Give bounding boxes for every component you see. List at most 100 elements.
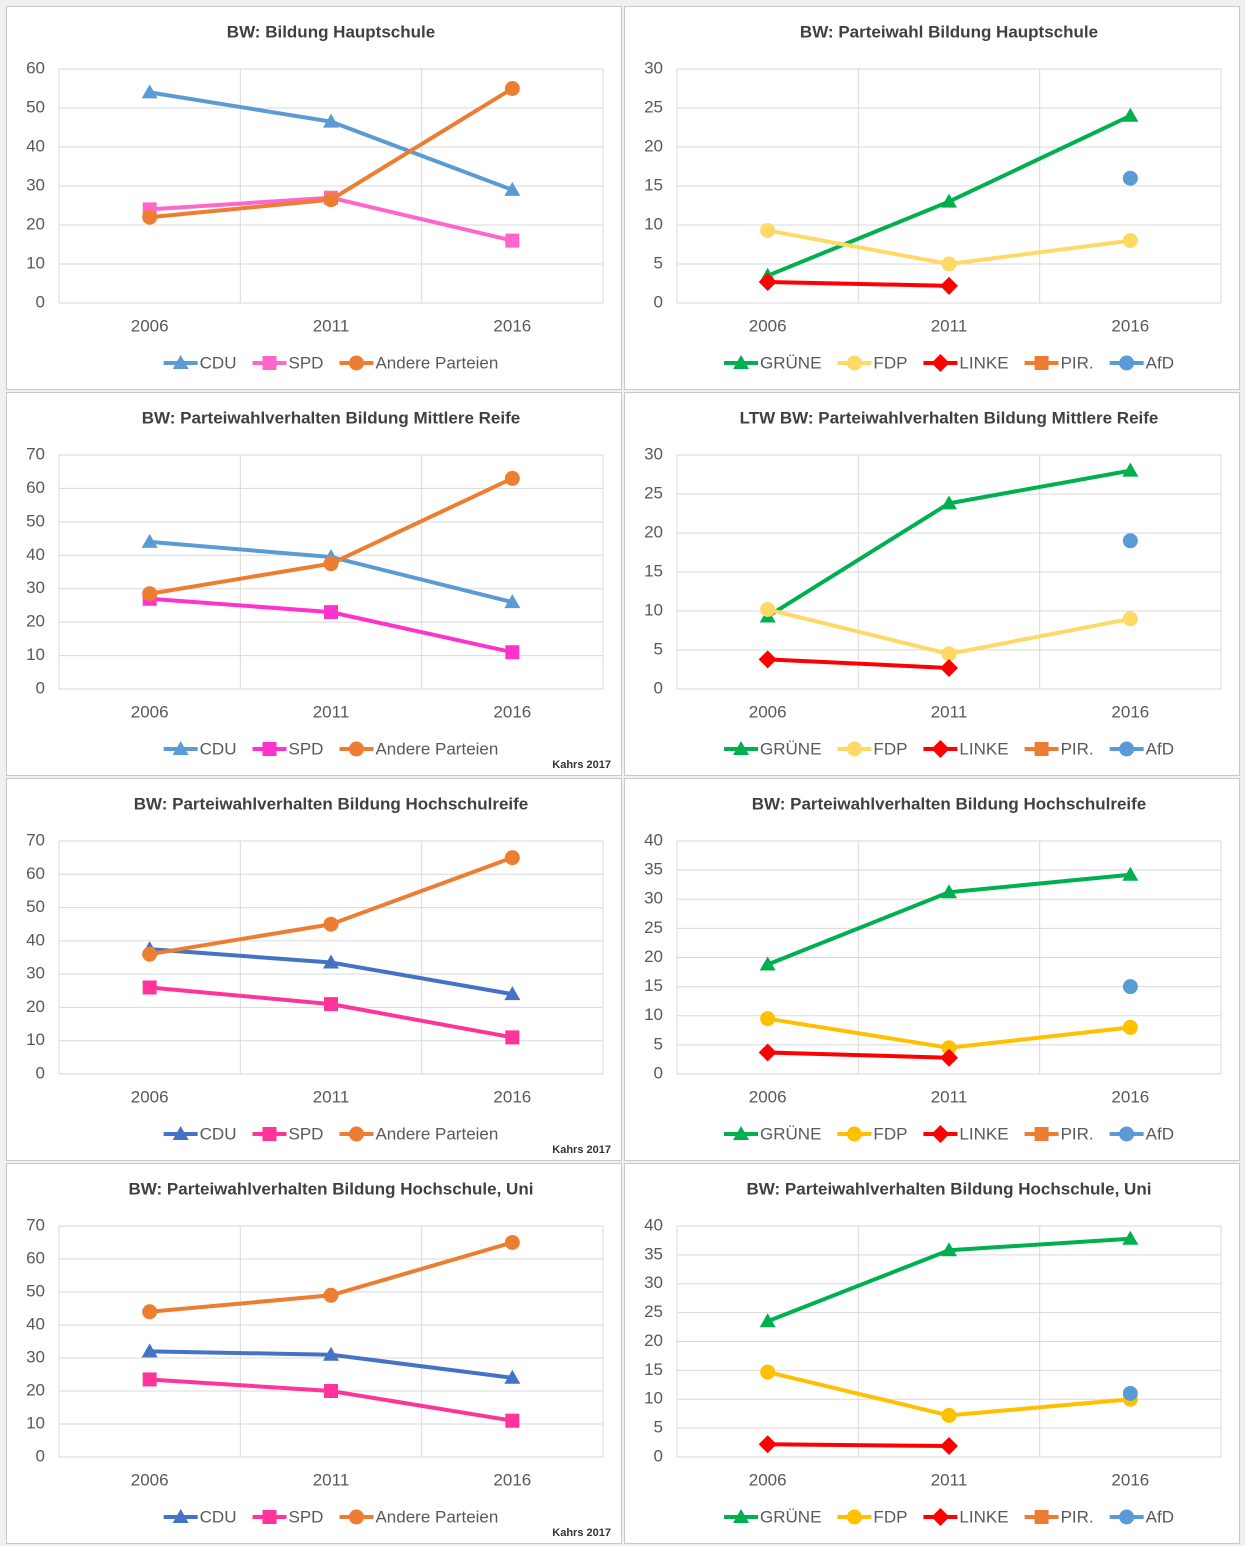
data-point [323, 1287, 339, 1303]
y-tick-label: 15 [644, 561, 663, 580]
y-tick-label: 30 [26, 964, 45, 983]
y-tick-label: 40 [644, 1215, 663, 1234]
legend-label: GRÜNE [760, 1124, 821, 1143]
data-point [504, 1369, 521, 1384]
legend-marker [348, 741, 364, 757]
legend-marker [172, 355, 189, 369]
legend: CDU SPD Andere Parteien [163, 353, 498, 372]
data-point [940, 1437, 958, 1456]
legend-marker [172, 1126, 189, 1140]
legend-item: SPD [252, 1124, 323, 1143]
data-point [1122, 1019, 1138, 1035]
legend-item: FDP [837, 739, 907, 758]
y-tick-label: 10 [26, 253, 45, 272]
y-tick-label: 0 [36, 1063, 45, 1082]
data-point [323, 192, 339, 208]
y-tick-label: 15 [644, 976, 663, 995]
legend-item: FDP [837, 353, 907, 372]
annotation: Kahrs 2017 [552, 1527, 611, 1539]
y-tick-label: 0 [36, 1446, 45, 1465]
data-point [504, 850, 520, 866]
y-tick-label: 60 [26, 58, 45, 77]
legend: CDU SPD Andere Parteien [163, 1507, 498, 1526]
legend-label: FDP [873, 353, 907, 372]
legend-label: GRÜNE [760, 1507, 821, 1526]
y-tick-label: 40 [26, 1314, 45, 1333]
x-tick-label: 2011 [931, 316, 968, 335]
chart-title: BW: Parteiwahlverhalten Bildung Hochschu… [129, 1179, 534, 1198]
y-tick-label: 60 [26, 1248, 45, 1267]
legend-marker [348, 1126, 364, 1142]
y-tick-label: 30 [644, 889, 663, 908]
legend-label: AfD [1146, 353, 1174, 372]
x-tick-label: 2011 [313, 316, 350, 335]
y-tick-label: 0 [654, 1063, 663, 1082]
data-point [141, 533, 158, 548]
data-point [504, 181, 521, 196]
y-tick-label: 60 [26, 478, 45, 497]
x-tick-label: 2011 [313, 702, 350, 721]
x-tick-label: 2011 [313, 1087, 350, 1106]
data-point [759, 956, 776, 971]
chart-panel: BW: Parteiwahlverhalten Bildung Mittlere… [6, 392, 622, 776]
legend-item: Andere Parteien [339, 353, 498, 372]
legend-label: Andere Parteien [375, 1507, 498, 1526]
legend-label: SPD [289, 739, 324, 758]
data-point [940, 276, 958, 295]
data-point [142, 1304, 158, 1320]
x-tick-label: 2006 [131, 1470, 169, 1489]
legend-label: AfD [1146, 1124, 1174, 1143]
legend-item: FDP [837, 1507, 907, 1526]
data-point [142, 1372, 157, 1387]
y-tick-label: 0 [36, 678, 45, 697]
x-tick-label: 2006 [131, 702, 169, 721]
legend-marker [931, 1508, 950, 1526]
y-tick-label: 30 [644, 1273, 663, 1292]
chart-title: BW: Parteiwahlverhalten Bildung Mittlere… [142, 408, 520, 427]
legend-item: CDU [163, 353, 237, 372]
y-tick-label: 40 [26, 545, 45, 564]
data-point [758, 1043, 777, 1062]
y-tick-label: 20 [26, 612, 45, 631]
data-point [142, 209, 158, 225]
data-point [504, 81, 520, 96]
legend-label: PIR. [1061, 1507, 1094, 1526]
data-point [1122, 533, 1138, 549]
x-tick-label: 2006 [749, 702, 787, 721]
legend-item: LINKE [923, 1507, 1009, 1526]
data-point [141, 84, 158, 99]
legend-label: CDU [200, 1124, 237, 1143]
data-point [941, 884, 957, 899]
y-tick-label: 15 [644, 175, 663, 194]
annotation: Kahrs 2017 [552, 759, 611, 771]
data-point [504, 594, 521, 609]
data-point [941, 1242, 957, 1257]
legend-marker [262, 1127, 277, 1141]
data-point [323, 113, 339, 128]
y-tick-label: 30 [26, 1347, 45, 1366]
legend: GRÜNE FDP LINKE PIR. AfD [724, 739, 1174, 758]
data-point [324, 605, 338, 620]
legend-marker [733, 355, 750, 369]
y-tick-label: 20 [26, 1380, 45, 1399]
legend-item: AfD [1109, 1124, 1174, 1143]
legend-item: LINKE [923, 353, 1009, 372]
x-tick-label: 2011 [931, 1470, 968, 1489]
legend-label: LINKE [959, 739, 1008, 758]
data-point [941, 495, 957, 510]
y-tick-label: 0 [654, 292, 663, 311]
legend-marker [733, 1509, 750, 1523]
chart-panel: LTW BW: Parteiwahlverhalten Bildung Mitt… [624, 392, 1240, 776]
y-tick-label: 70 [26, 830, 45, 849]
chart-title: BW: Parteiwahlverhalten Bildung Hochschu… [747, 1179, 1152, 1198]
legend-item: SPD [252, 353, 323, 372]
legend-item: PIR. [1024, 739, 1094, 758]
data-point [323, 954, 339, 969]
legend-marker [733, 1126, 750, 1140]
legend-label: AfD [1146, 1507, 1174, 1526]
legend-marker [348, 355, 364, 371]
legend-label: SPD [289, 1507, 324, 1526]
legend-item: SPD [252, 1507, 324, 1526]
legend-label: Andere Parteien [375, 1124, 498, 1143]
data-point [505, 1413, 520, 1428]
